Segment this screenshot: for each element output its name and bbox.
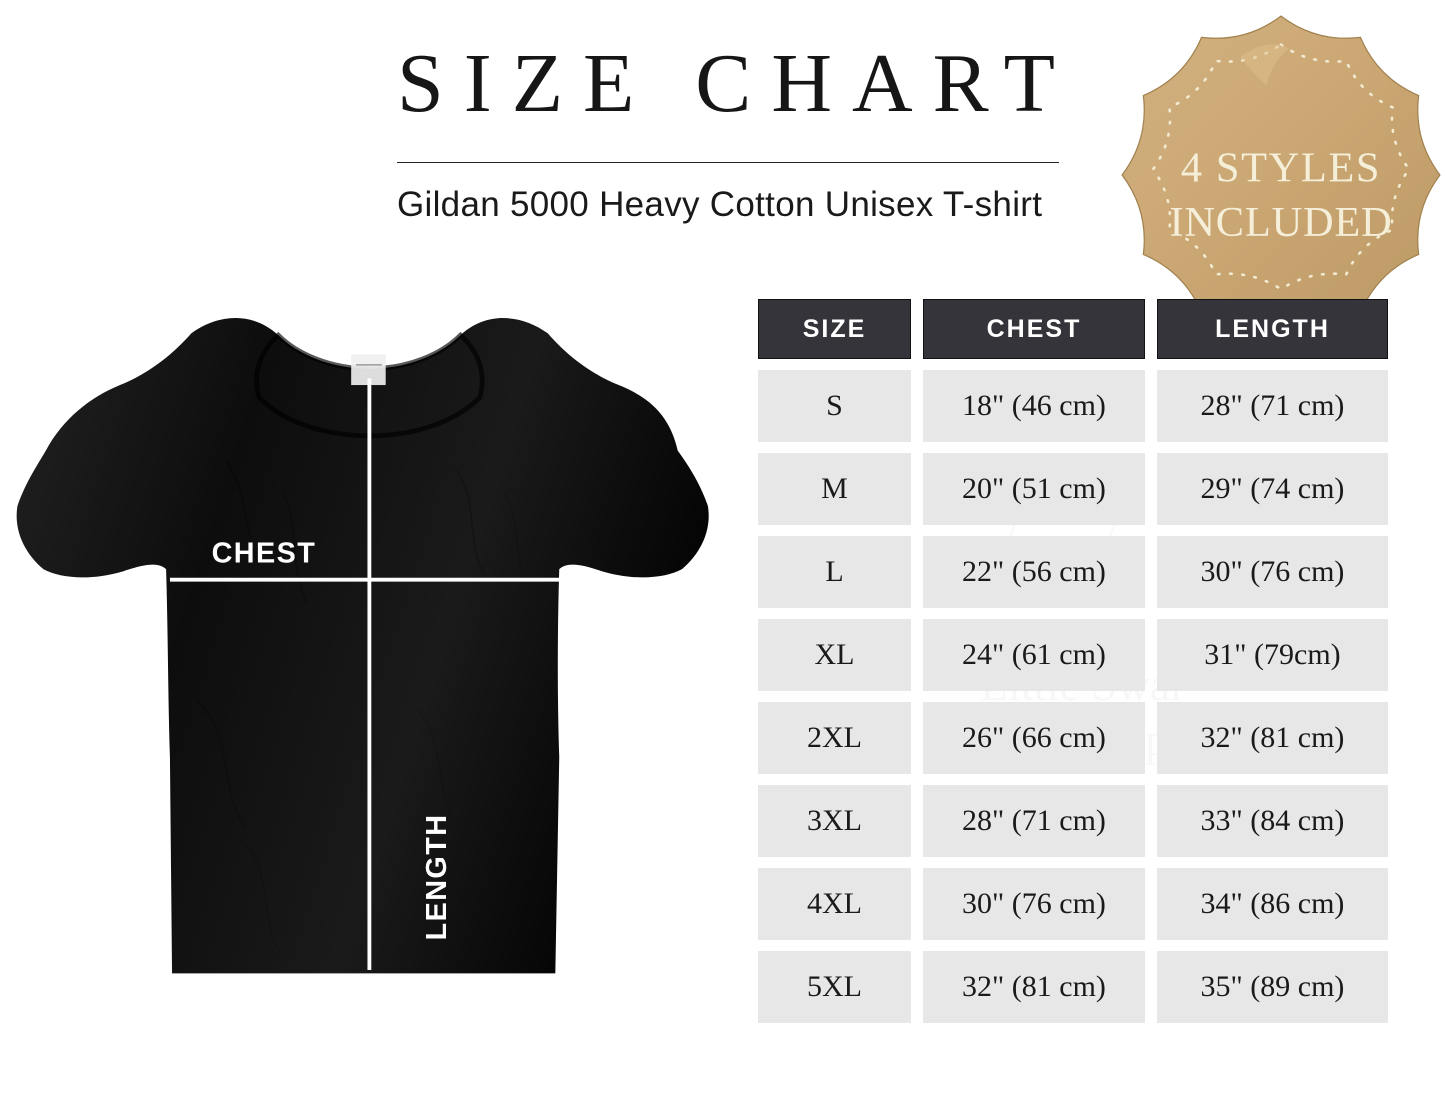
- svg-text:LENGTH: LENGTH: [421, 814, 453, 941]
- svg-text:4 STYLES: 4 STYLES: [1181, 145, 1381, 192]
- svg-text:CHEST: CHEST: [212, 537, 317, 569]
- svg-text:INCLUDED: INCLUDED: [1169, 199, 1392, 246]
